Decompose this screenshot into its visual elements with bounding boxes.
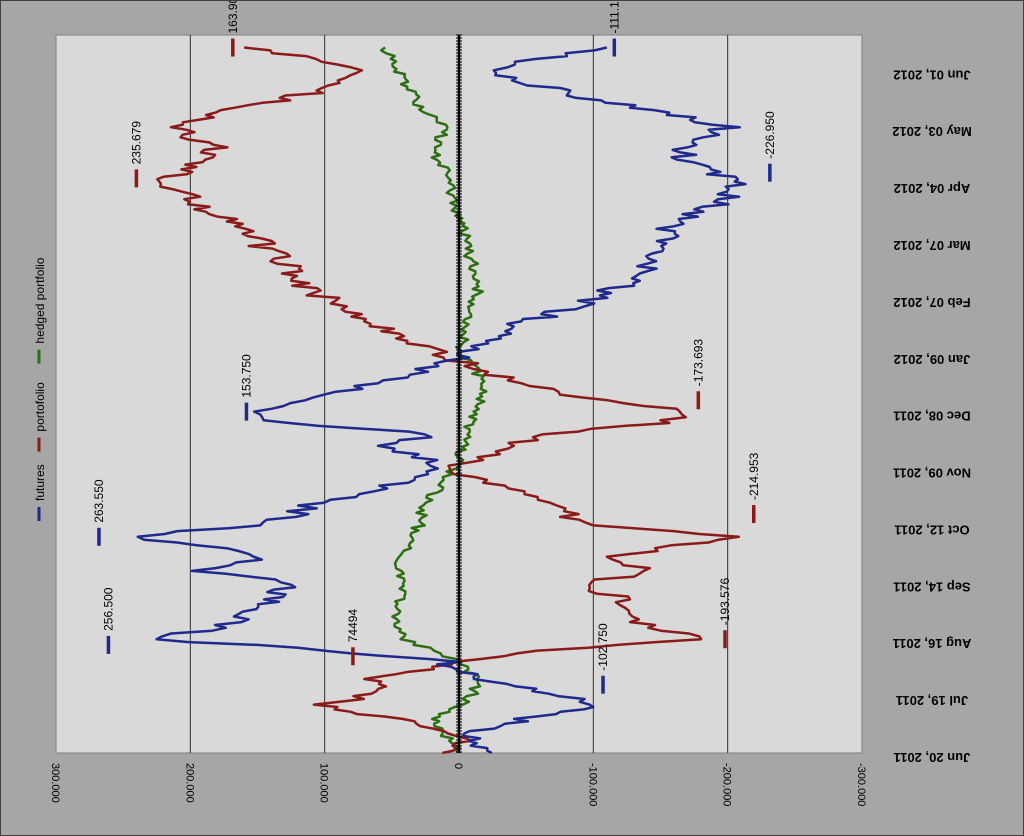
series-line-futures: [136, 46, 747, 755]
annotation-label: 263.550: [92, 479, 106, 523]
annotation-label: -111.150: [607, 1, 621, 34]
category-label: Jun 01, 2012: [893, 67, 970, 82]
category-label: Apr 04, 2012: [894, 181, 971, 196]
y-tick-label: -100.000: [586, 763, 598, 806]
y-tick-label: -200.000: [721, 763, 733, 806]
y-tick-label: 300.000: [49, 763, 61, 803]
category-label: Sep 14, 2011: [893, 579, 970, 594]
category-label: Dec 08, 2011: [893, 409, 970, 424]
annotation-label: 235.679: [129, 121, 143, 165]
annotation-label: -226.950: [763, 111, 777, 159]
category-label: Aug 16, 2011: [893, 636, 972, 651]
series-line-portofolio: [156, 46, 741, 755]
category-label: Jul 19, 2011: [896, 693, 968, 708]
category-label: Mar 07, 2012: [893, 238, 970, 253]
annotation-label: -193.576: [718, 578, 732, 626]
y-tick-label: 0: [452, 763, 464, 769]
category-label: Oct 12, 2011: [894, 522, 969, 537]
legend-entry: futures: [33, 464, 47, 501]
series-line-hedged-portfolio: [379, 46, 488, 754]
annotation-label: 256.500: [101, 587, 115, 631]
y-tick-label: 100.000: [318, 763, 330, 803]
annotation-label: -214.953: [747, 452, 761, 500]
category-label: Nov 09, 2011: [893, 466, 971, 481]
legend-entry: portofolio: [33, 382, 47, 432]
category-label: Jun 20, 2011: [894, 750, 971, 765]
annotation-label: 74494: [346, 609, 360, 643]
category-label: May 03, 2012: [892, 124, 972, 139]
y-tick-label: 200.000: [183, 763, 195, 803]
category-label: Jan 09, 2012: [894, 352, 971, 367]
y-tick-label: -300.000: [855, 763, 867, 806]
category-label: Feb 07, 2012: [893, 295, 970, 310]
legend-entry: hedged portfolio: [33, 257, 47, 343]
annotation-label: -173.693: [691, 339, 705, 387]
annotation-label: 153.750: [239, 354, 253, 398]
annotation-label: -102.750: [596, 623, 610, 671]
annotation-label: 163.903: [226, 1, 240, 34]
